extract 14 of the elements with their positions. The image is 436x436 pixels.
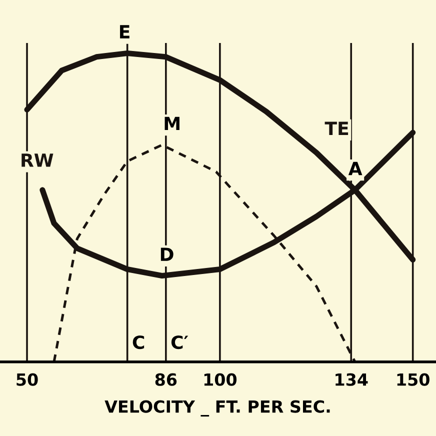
- x-tick-label: 150: [397, 373, 430, 386]
- x-tick-label: 86: [155, 373, 177, 386]
- annotation: M: [164, 116, 180, 130]
- series-label: TE: [324, 122, 348, 135]
- annotation: D: [160, 248, 174, 261]
- x-axis-title: VELOCITY _ FT. PER SEC.: [104, 400, 330, 417]
- x-tick-label: 50: [16, 373, 38, 386]
- x-tick-label: 100: [204, 373, 237, 386]
- series-label: RW: [22, 154, 54, 167]
- annotation: A: [348, 162, 362, 176]
- ref-line-label: C: [132, 335, 144, 350]
- annotation: E: [120, 25, 130, 38]
- ref-line-label: C′: [171, 335, 188, 350]
- x-tick-label: 134: [336, 373, 368, 386]
